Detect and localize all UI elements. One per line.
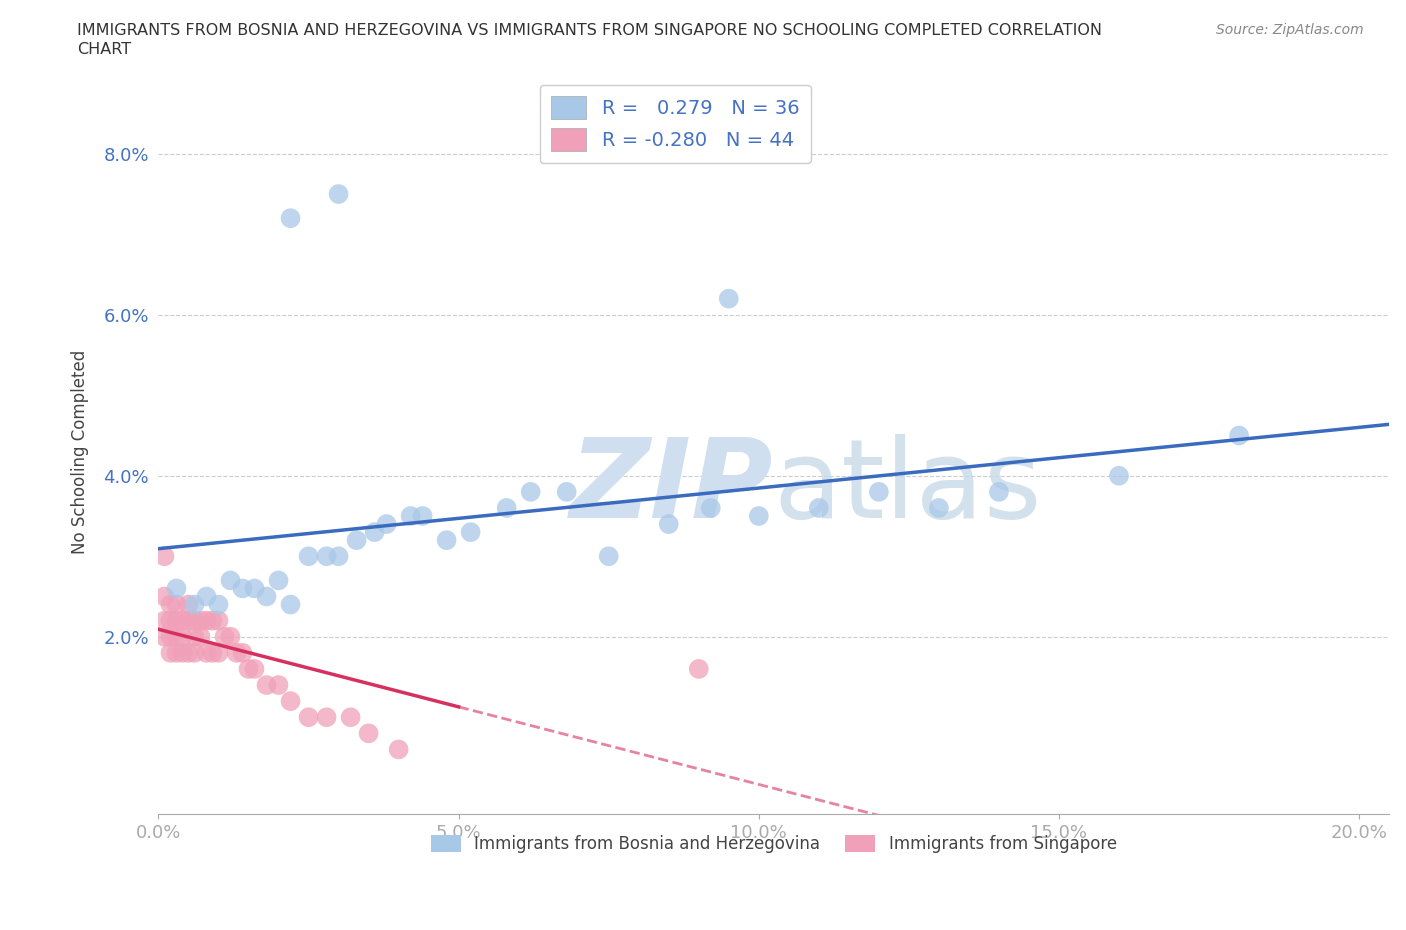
Point [280,211,302,226]
Text: ZIP: ZIP [571,434,773,541]
Point [436,533,458,548]
Point [219,630,242,644]
Point [495,500,517,515]
Point [177,645,200,660]
Point [190,630,212,644]
Point [207,613,229,628]
Point [388,742,411,757]
Point [1108,469,1130,484]
Point [153,630,176,644]
Point [159,630,181,644]
Point [868,485,890,499]
Point [243,581,266,596]
Point [297,710,319,724]
Y-axis label: No Schooling Completed: No Schooling Completed [72,350,89,553]
Point [807,500,830,515]
Point [357,726,380,741]
Point [183,630,205,644]
Point [717,291,740,306]
Point [177,613,200,628]
Point [166,630,188,644]
Point [1227,428,1250,443]
Point [159,597,181,612]
Point [280,597,302,612]
Point [214,630,236,644]
Text: IMMIGRANTS FROM BOSNIA AND HERZEGOVINA VS IMMIGRANTS FROM SINGAPORE NO SCHOOLING: IMMIGRANTS FROM BOSNIA AND HERZEGOVINA V… [77,23,1102,38]
Point [256,678,278,693]
Point [201,645,224,660]
Point [412,509,434,524]
Point [219,573,242,588]
Point [159,613,181,628]
Point [987,485,1010,499]
Point [238,661,260,676]
Point [207,645,229,660]
Text: CHART: CHART [77,42,131,57]
Point [363,525,385,539]
Point [280,694,302,709]
Point [555,485,578,499]
Point [183,645,205,660]
Point [166,581,188,596]
Point [159,645,181,660]
Point [297,549,319,564]
Point [267,678,290,693]
Point [177,597,200,612]
Point [172,613,194,628]
Point [201,613,224,628]
Point [339,710,361,724]
Point [231,645,253,660]
Point [195,645,218,660]
Point [315,710,337,724]
Point [256,589,278,604]
Point [153,549,176,564]
Point [928,500,950,515]
Point [166,613,188,628]
Point [598,549,620,564]
Point [658,517,681,532]
Point [700,500,723,515]
Point [195,589,218,604]
Point [267,573,290,588]
Point [183,613,205,628]
Point [315,549,337,564]
Point [460,525,482,539]
Point [328,187,350,202]
Point [195,613,218,628]
Point [231,581,253,596]
Point [172,630,194,644]
Point [172,645,194,660]
Point [183,597,205,612]
Point [328,549,350,564]
Point [243,661,266,676]
Point [346,533,368,548]
Point [153,589,176,604]
Point [225,645,247,660]
Point [207,597,229,612]
Point [688,661,710,676]
Point [375,517,398,532]
Point [166,645,188,660]
Point [519,485,541,499]
Point [399,509,422,524]
Point [166,597,188,612]
Text: Source: ZipAtlas.com: Source: ZipAtlas.com [1216,23,1364,37]
Point [190,613,212,628]
Text: atlas: atlas [773,434,1042,541]
Legend: Immigrants from Bosnia and Herzegovina, Immigrants from Singapore: Immigrants from Bosnia and Herzegovina, … [425,829,1123,860]
Point [153,613,176,628]
Point [748,509,770,524]
